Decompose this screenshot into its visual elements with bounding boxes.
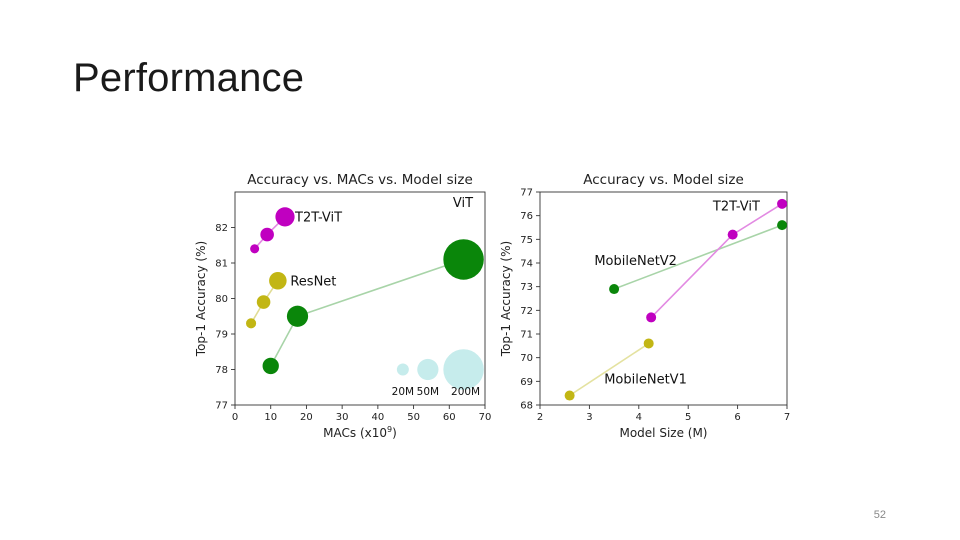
data-point <box>246 318 257 329</box>
x-tick-label: 6 <box>734 412 740 423</box>
annotation-label: T2T-ViT <box>712 200 760 215</box>
x-tick-label: 70 <box>479 412 492 423</box>
y-tick-label: 77 <box>520 188 533 199</box>
size-legend-label: 50M <box>417 386 439 398</box>
y-tick-label: 75 <box>520 235 533 246</box>
x-tick-label: 7 <box>784 412 790 423</box>
y-tick-label: 70 <box>520 353 533 364</box>
x-tick-label: 4 <box>636 412 642 423</box>
size-legend-label: 20M <box>392 386 414 398</box>
annotation-label: MobileNetV2 <box>594 254 677 269</box>
x-tick-label: 10 <box>264 412 277 423</box>
data-point <box>646 312 657 323</box>
data-point <box>777 220 788 231</box>
data-point <box>564 390 575 401</box>
y-tick-label: 79 <box>215 330 228 341</box>
y-tick-label: 76 <box>520 211 533 222</box>
y-axis-label: Top-1 Accuracy (%) <box>194 241 208 357</box>
slide-title: Performance <box>73 56 305 100</box>
x-axis-label: Model Size (M) <box>619 426 707 440</box>
x-tick-label: 30 <box>336 412 349 423</box>
y-tick-label: 71 <box>520 330 533 341</box>
x-axis-label: MACs (x109) <box>323 425 397 440</box>
y-tick-label: 69 <box>520 377 533 388</box>
chart-accuracy-vs-macs: Accuracy vs. MACs vs. Model size 0 10 20 30 4… <box>194 172 492 440</box>
annotation-label: T2T-ViT <box>294 210 342 225</box>
series-line <box>569 342 650 397</box>
x-tick-label: 60 <box>443 412 456 423</box>
y-tick-label: 73 <box>520 282 533 293</box>
y-tick-label: 72 <box>520 306 533 317</box>
data-point <box>417 358 439 381</box>
data-point <box>260 227 274 242</box>
annotation-label: ResNet <box>290 274 336 289</box>
chart-title: Accuracy vs. Model size <box>583 172 744 188</box>
x-tick-label: 0 <box>232 412 238 423</box>
y-tick-label: 81 <box>215 259 228 270</box>
data-point <box>443 349 484 390</box>
annotation-label: ViT <box>453 196 473 211</box>
data-point <box>777 198 788 209</box>
data-point <box>256 295 271 309</box>
x-tick-label: 2 <box>537 412 543 423</box>
series-line <box>613 224 783 290</box>
x-tick-label: 50 <box>407 412 420 423</box>
data-point <box>286 305 309 327</box>
plot-frame <box>539 191 788 406</box>
chart-title: Accuracy vs. MACs vs. Model size <box>247 172 473 188</box>
y-tick-label: 77 <box>215 401 228 412</box>
y-tick-label: 80 <box>215 294 228 305</box>
data-point <box>250 244 260 254</box>
x-tick-label: 5 <box>685 412 691 423</box>
x-tick-label: 3 <box>586 412 592 423</box>
y-tick-label: 68 <box>520 401 533 412</box>
size-legend-label: 200M <box>451 386 480 398</box>
data-point <box>275 207 295 227</box>
y-tick-label: 74 <box>520 259 533 270</box>
data-point <box>609 284 620 295</box>
y-axis-label: Top-1 Accuracy (%) <box>499 241 513 357</box>
data-point <box>727 229 738 240</box>
data-point <box>643 338 654 349</box>
x-tick-label: 20 <box>300 412 313 423</box>
y-tick-label: 82 <box>215 223 228 234</box>
y-tick-label: 78 <box>215 365 228 376</box>
x-tick-label: 40 <box>371 412 384 423</box>
data-point <box>443 239 484 280</box>
data-point <box>262 357 279 375</box>
annotation-label: MobileNetV1 <box>604 372 687 387</box>
data-point <box>269 271 287 290</box>
page-number: 52 <box>873 509 886 521</box>
data-point <box>396 363 409 376</box>
